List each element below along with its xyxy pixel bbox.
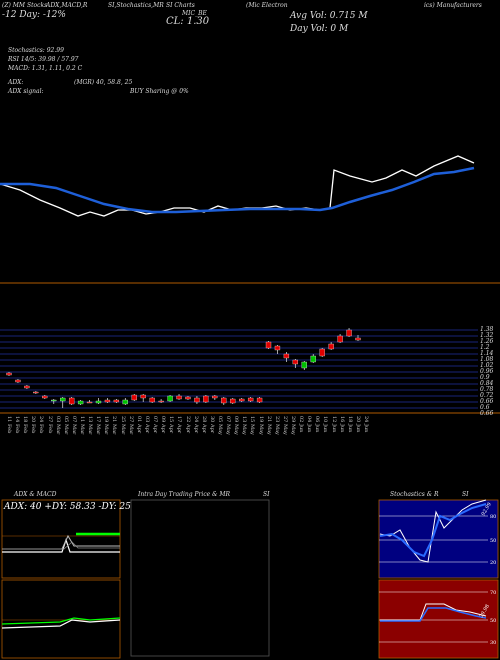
candle-body	[15, 379, 21, 383]
candle-body	[256, 397, 263, 403]
main-price-chart	[0, 155, 500, 414]
candle-body	[328, 343, 334, 350]
price-axis-label: 0.6	[480, 404, 490, 411]
candle-body	[68, 397, 75, 405]
stochastics-value: Stochastics: 92.99	[8, 47, 64, 54]
rsi-signal-line	[380, 607, 487, 622]
stochastics-panel	[378, 499, 499, 579]
stoch-level-label: 50	[490, 538, 496, 544]
price-axis-label: 1.32	[480, 332, 494, 339]
price-axis-label: 0.72	[480, 392, 494, 399]
price-axis-label: 1.38	[480, 326, 494, 333]
candle-body	[149, 397, 155, 403]
stoch-d-line	[379, 503, 487, 558]
header-avg-vol: Avg Vol: 0.715 M	[290, 11, 368, 21]
macd-line	[1, 619, 121, 629]
price-axis-label: 1.02	[480, 362, 494, 369]
header-company-2: ics) Manufacturers	[424, 2, 482, 9]
price-axis-label: 1.14	[480, 350, 494, 357]
candle-body	[6, 372, 12, 376]
stoch-panel-suffix: SI	[462, 491, 469, 498]
header-ticker: MIC_BE	[182, 10, 207, 17]
candle-body	[140, 394, 146, 399]
candle-body	[283, 353, 290, 359]
candle-body	[24, 385, 30, 389]
candle-body	[337, 335, 343, 343]
candle-body	[77, 400, 84, 405]
header-company-1: (Mic Electron	[246, 2, 288, 9]
candle-body	[51, 399, 57, 402]
price-axis-label: 1.2	[480, 344, 490, 351]
rsi-panel	[378, 579, 499, 659]
candle-body	[42, 395, 48, 399]
candle-body	[212, 395, 218, 399]
price-axis-label: 0.9	[480, 374, 490, 381]
candle-body	[86, 401, 93, 404]
price-axis-label: 1.26	[480, 338, 494, 345]
intraday-panel-suffix: SI	[263, 491, 270, 498]
rsi-value: RSI 14/5: 39.98 / 57.97	[8, 56, 79, 63]
header-day-vol: Day Vol: 0 M	[290, 24, 349, 34]
intraday-panel	[130, 499, 270, 657]
macd-value: MACD: 1.31, 1.11, 0.2 C	[8, 65, 83, 72]
macd-signal-line	[1, 617, 121, 625]
candle-body	[292, 359, 299, 365]
header-close: CL: 1.30	[166, 16, 210, 27]
header-indicators-3: SI Charts	[166, 2, 195, 9]
rsi-level-label: 50	[490, 618, 496, 624]
price-axis-label: 0.96	[480, 368, 494, 375]
candle-body	[131, 394, 137, 401]
candle-body	[230, 398, 236, 404]
candle-body	[122, 399, 128, 405]
dy-minus-line	[2, 541, 120, 550]
candle-body	[247, 397, 254, 402]
price-axis-label: 0.66	[480, 410, 494, 417]
candle-body	[239, 398, 245, 402]
candle-body	[346, 329, 352, 337]
candle-body	[301, 361, 307, 369]
candle-body	[355, 337, 361, 341]
stoch-level-label: 20	[490, 560, 496, 566]
stoch-panel-title: Stochastics & R	[390, 491, 439, 498]
candle-body	[194, 397, 200, 403]
adx-label: ADX:	[8, 79, 24, 86]
candle-body	[95, 400, 102, 404]
candle-body	[265, 341, 272, 349]
adx-signal-label: ADX signal:	[8, 88, 44, 95]
stoch-level-label: 80	[490, 514, 496, 520]
candle-body	[176, 395, 182, 400]
candle-body	[319, 348, 325, 357]
candle-body	[274, 345, 281, 351]
rsi-level-label: 70	[490, 590, 496, 596]
candle-body	[167, 395, 173, 402]
candle-body	[203, 395, 209, 403]
rsi-level-label: 30	[490, 640, 496, 646]
candle-body	[221, 397, 227, 404]
intraday-panel-title: Intra Day Trading Price & MR	[138, 491, 231, 498]
buy-signal: BUY Sharing @ 0%	[130, 88, 189, 95]
candle-body	[104, 399, 111, 403]
adx-panel-title: ADX & MACD	[14, 491, 57, 498]
adx-panel	[1, 499, 121, 579]
mrsi-value: (MGR) 40, 58.8, 25	[74, 79, 133, 86]
adx-panel-values: ADX: 40 +DY: 58.33 -DY: 25	[4, 502, 131, 512]
candle-body	[158, 400, 164, 403]
candle-body	[113, 399, 120, 403]
ema-line	[0, 166, 475, 214]
candle-body	[310, 355, 316, 363]
price-axis-label: 0.84	[480, 380, 494, 387]
header-indicators-2: SI,Stochastics,MR	[108, 2, 164, 9]
candle-body	[185, 396, 191, 400]
candle-body	[33, 391, 39, 394]
price-axis-label: 0.78	[480, 386, 494, 393]
header-indicators-1: ADX,MACD,R	[46, 2, 88, 9]
candle-body	[60, 397, 66, 402]
header-source: (Z) MM Stocks	[2, 2, 48, 9]
price-axis-label: 1.08	[480, 356, 494, 363]
price-axis-label: 0.66	[480, 398, 494, 405]
header-change: -12 Day: -12%	[2, 10, 66, 20]
